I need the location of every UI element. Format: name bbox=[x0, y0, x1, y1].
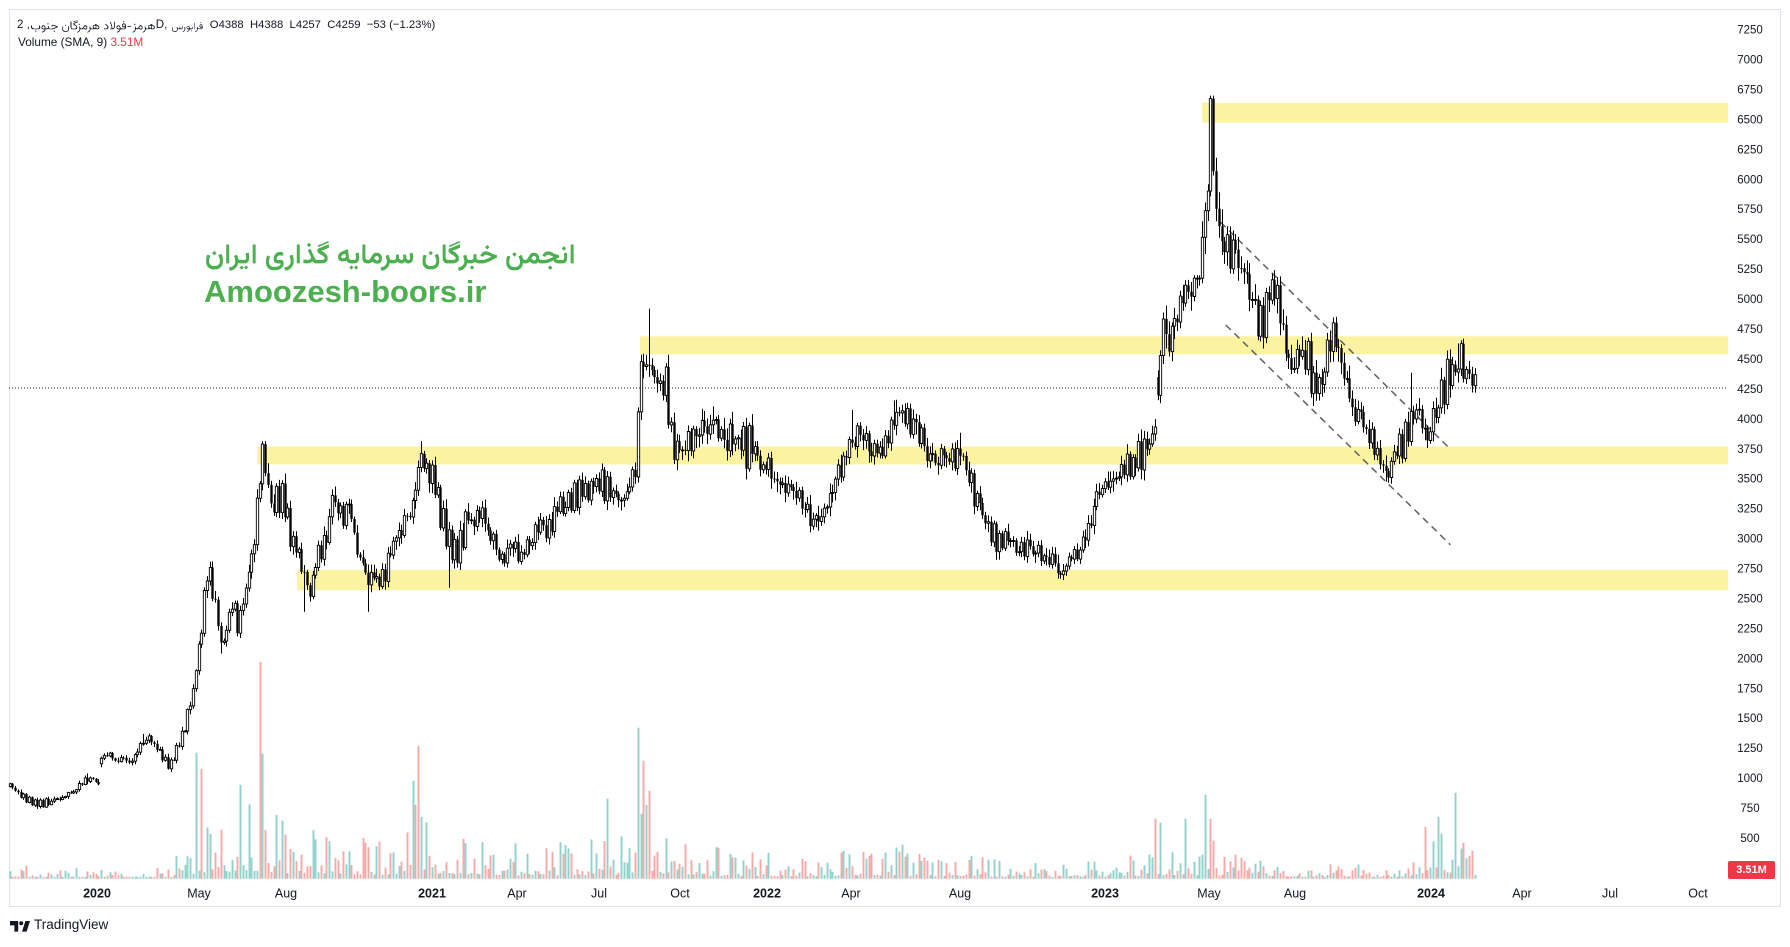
svg-text:May: May bbox=[187, 886, 211, 900]
svg-text:2024: 2024 bbox=[1417, 886, 1445, 900]
svg-text:6500: 6500 bbox=[1737, 114, 1763, 126]
svg-text:Oct: Oct bbox=[670, 886, 690, 900]
svg-text:Jul: Jul bbox=[1602, 886, 1618, 900]
svg-text:1000: 1000 bbox=[1737, 773, 1763, 785]
svg-text:2023: 2023 bbox=[1091, 886, 1119, 900]
svg-text:6750: 6750 bbox=[1737, 85, 1763, 97]
svg-text:5750: 5750 bbox=[1737, 204, 1763, 216]
svg-text:4750: 4750 bbox=[1737, 324, 1763, 336]
svg-text:Apr: Apr bbox=[841, 886, 860, 900]
svg-text:3000: 3000 bbox=[1737, 534, 1763, 546]
svg-text:4500: 4500 bbox=[1737, 354, 1763, 366]
svg-text:3750: 3750 bbox=[1737, 444, 1763, 456]
svg-text:5000: 5000 bbox=[1737, 294, 1763, 306]
svg-text:Aug: Aug bbox=[1284, 886, 1306, 900]
svg-text:Aug: Aug bbox=[275, 886, 297, 900]
svg-text:Aug: Aug bbox=[949, 886, 971, 900]
svg-text:1500: 1500 bbox=[1737, 713, 1763, 725]
svg-text:Oct: Oct bbox=[1688, 886, 1708, 900]
svg-text:1750: 1750 bbox=[1737, 683, 1763, 695]
svg-text:1250: 1250 bbox=[1737, 743, 1763, 755]
svg-text:5500: 5500 bbox=[1737, 234, 1763, 246]
svg-text:3500: 3500 bbox=[1737, 474, 1763, 486]
svg-text:6000: 6000 bbox=[1737, 174, 1763, 186]
svg-text:4000: 4000 bbox=[1737, 414, 1763, 426]
svg-text:2250: 2250 bbox=[1737, 623, 1763, 635]
svg-text:Apr: Apr bbox=[1512, 886, 1531, 900]
svg-text:2500: 2500 bbox=[1737, 594, 1763, 606]
svg-text:6250: 6250 bbox=[1737, 144, 1763, 156]
svg-text:2021: 2021 bbox=[418, 886, 446, 900]
svg-text:2750: 2750 bbox=[1737, 564, 1763, 576]
svg-text:750: 750 bbox=[1740, 803, 1759, 815]
svg-text:2020: 2020 bbox=[83, 886, 111, 900]
svg-text:3250: 3250 bbox=[1737, 504, 1763, 516]
svg-text:7250: 7250 bbox=[1737, 25, 1763, 37]
svg-text:Jul: Jul bbox=[591, 886, 607, 900]
svg-text:May: May bbox=[1197, 886, 1221, 900]
svg-text:2022: 2022 bbox=[753, 886, 781, 900]
svg-text:2000: 2000 bbox=[1737, 653, 1763, 665]
svg-text:Apr: Apr bbox=[507, 886, 526, 900]
svg-text:7000: 7000 bbox=[1737, 55, 1763, 67]
svg-text:5250: 5250 bbox=[1737, 264, 1763, 276]
svg-text:4250: 4250 bbox=[1737, 384, 1763, 396]
svg-text:500: 500 bbox=[1740, 833, 1759, 845]
